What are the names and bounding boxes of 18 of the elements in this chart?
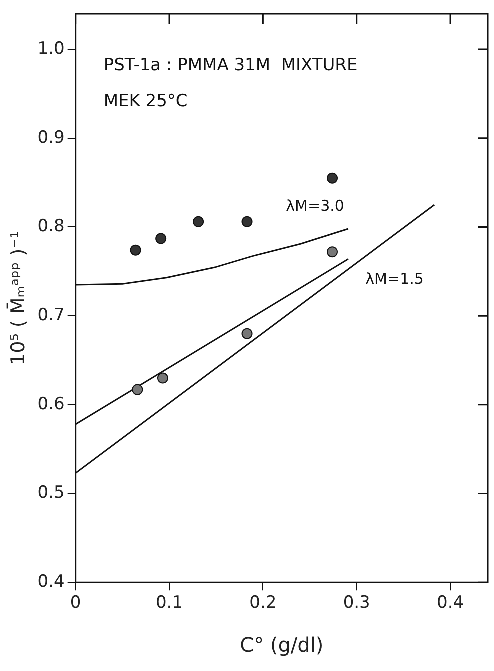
x-tick-label: 0 [70,593,82,614]
y-tick-label: 0.5 [38,483,65,504]
annotation: PST-1a : PMMA 31M MIXTURE [104,55,358,76]
x-tick-label: 0.4 [437,593,464,614]
series-label: λM=1.5 [366,270,424,288]
y-tick-label: 0.6 [38,394,65,414]
x-axis-title: C° (g/dl) [240,633,324,658]
x-tick-label: 0.1 [156,593,184,614]
y-tick-label: 0.7 [38,305,65,326]
y-tick-label: 0.4 [38,572,65,592]
y-tick-label: 0.9 [38,128,65,148]
x-tick-label: 0.2 [250,593,277,614]
y-tick-label: 1.0 [38,38,65,59]
x-tick-label: 0.3 [343,593,370,614]
annotation: MEK 25°C [104,91,188,112]
series-label: λM=3.0 [286,196,344,215]
y-axis-title: 10⁵ ( M̄ₘᵃᵖᵖ )⁻¹ [6,231,30,366]
y-tick-label: 0.8 [38,216,65,237]
